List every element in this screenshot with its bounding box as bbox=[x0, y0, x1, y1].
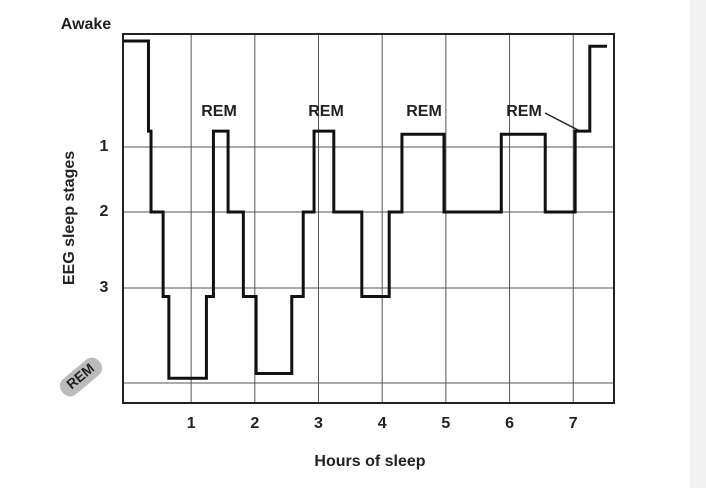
x-tick-label: 5 bbox=[441, 415, 450, 432]
x-tick-label: 7 bbox=[569, 415, 578, 432]
y-tick-label: 2 bbox=[100, 203, 109, 220]
x-tick-label: 6 bbox=[505, 415, 514, 432]
x-tick-label: 1 bbox=[187, 415, 196, 432]
badge-bg bbox=[59, 357, 103, 397]
annotation: REM bbox=[506, 103, 542, 120]
sleep-trace bbox=[123, 39, 607, 380]
side-strip bbox=[690, 0, 706, 488]
annotation: REM bbox=[406, 103, 442, 120]
rem-badge: REM bbox=[59, 357, 103, 397]
y-axis-label: EEG sleep stages bbox=[61, 151, 78, 285]
x-tick-label: 4 bbox=[378, 415, 387, 432]
x-tick-label: 2 bbox=[250, 415, 259, 432]
annotation: REM bbox=[308, 103, 344, 120]
x-tick-label: 3 bbox=[314, 415, 323, 432]
y-tick-label: 3 bbox=[100, 279, 109, 296]
annotation-pointer bbox=[544, 112, 579, 131]
y-tick-label: 1 bbox=[100, 138, 109, 155]
x-axis-label: Hours of sleep bbox=[314, 453, 425, 470]
y-tick-label: Awake bbox=[61, 16, 112, 33]
plot-frame bbox=[122, 33, 615, 404]
annotation: REM bbox=[201, 103, 237, 120]
